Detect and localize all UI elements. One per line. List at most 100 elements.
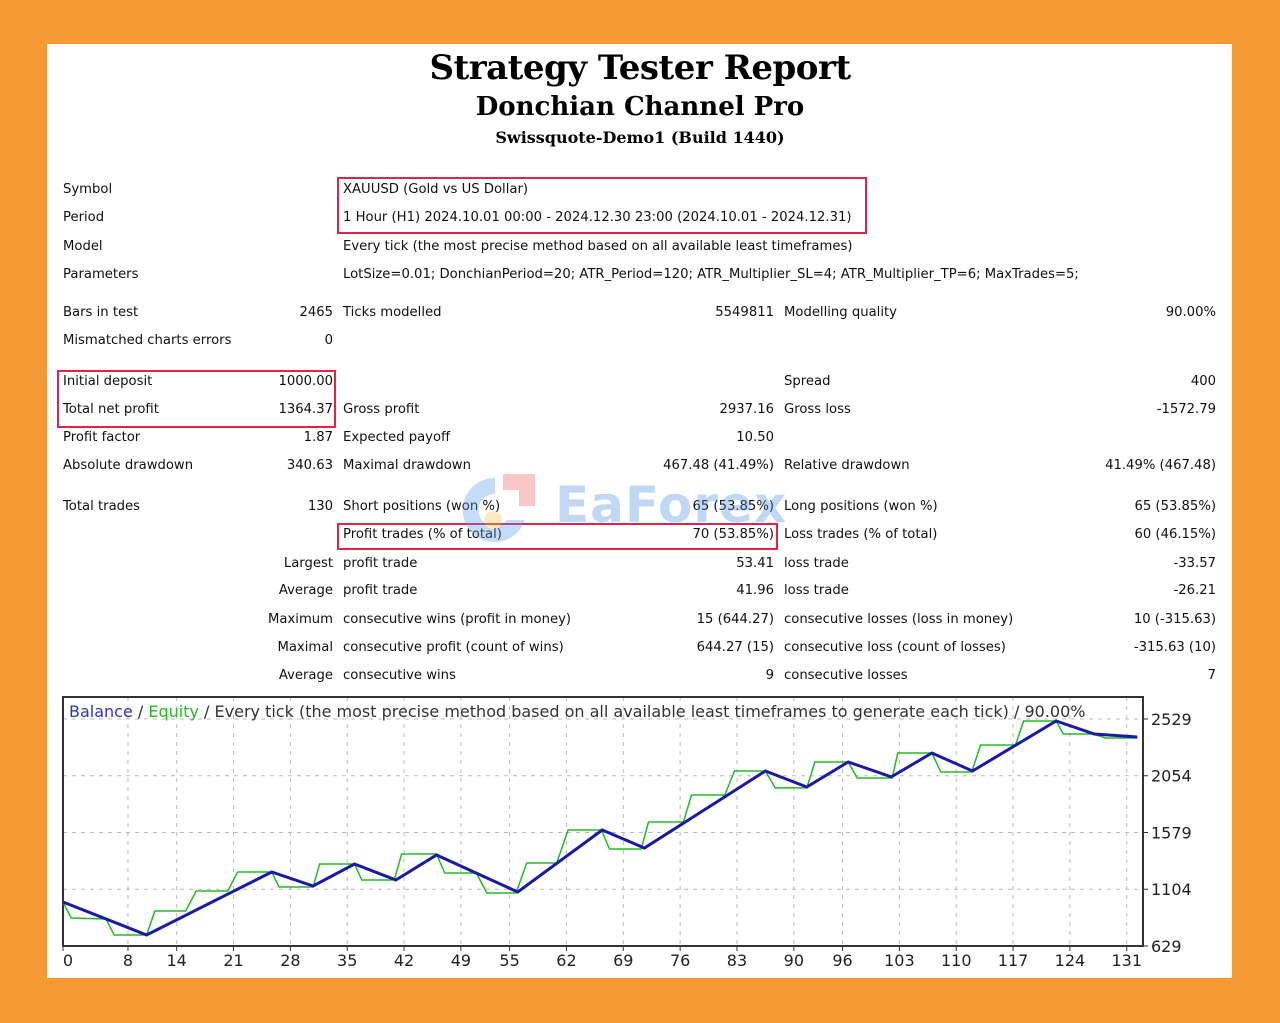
stat-label: Total trades — [63, 499, 141, 514]
stat-label: consecutive wins — [343, 668, 456, 683]
stat-value: 65 (53.85%) — [692, 499, 774, 514]
stat-value: 9 — [765, 668, 774, 683]
stat-value: 90.00% — [1165, 305, 1216, 320]
stat-label: consecutive wins (profit in money) — [343, 612, 572, 627]
stat-value: 1.87 — [303, 430, 333, 445]
report-title: Strategy Tester Report — [429, 48, 851, 88]
stat-value: 53.41 — [736, 556, 774, 571]
x-tick-label: 83 — [727, 951, 747, 970]
highlight-profit-trades — [337, 523, 778, 550]
stat-value: Average — [278, 668, 333, 683]
stat-label: Ticks modelled — [343, 305, 442, 320]
info-value: Every tick (the most precise method base… — [343, 239, 853, 254]
info-value: 1 Hour (H1) 2024.10.01 00:00 - 2024.12.3… — [343, 210, 852, 225]
info-value: LotSize=0.01; DonchianPeriod=20; ATR_Per… — [343, 267, 1079, 282]
stat-label: consecutive profit (count of wins) — [343, 640, 564, 655]
stat-label: Maximal drawdown — [343, 458, 471, 473]
stat-label: Total net profit — [63, 402, 159, 417]
x-tick-label: 90 — [784, 951, 804, 970]
stat-label: Absolute drawdown — [63, 458, 194, 473]
report-panel — [47, 44, 1232, 978]
stat-value: 60 (46.15%) — [1134, 527, 1216, 542]
stat-value: 2465 — [299, 305, 333, 320]
equity-line — [62, 720, 1138, 936]
stat-label: Loss trades (% of total) — [784, 527, 938, 542]
x-tick-label: 96 — [832, 951, 852, 970]
stat-value: 41.49% (467.48) — [1105, 458, 1216, 473]
y-tick-label: 2529 — [1151, 710, 1192, 729]
stat-label: profit trade — [343, 556, 418, 571]
info-label: Model — [63, 239, 103, 254]
x-tick-label: 28 — [280, 951, 300, 970]
stat-label: loss trade — [784, 556, 849, 571]
x-tick-label: 14 — [167, 951, 187, 970]
stat-value: Maximum — [268, 612, 333, 627]
stat-value: 5549811 — [715, 305, 774, 320]
x-tick-label: 62 — [556, 951, 576, 970]
stat-value: 10.50 — [736, 430, 774, 445]
stat-value: Maximal — [277, 640, 333, 655]
stat-value: -33.57 — [1173, 556, 1216, 571]
stat-value: 467.48 (41.49%) — [663, 458, 774, 473]
legend-equity: Equity — [148, 702, 199, 721]
x-tick-label: 103 — [884, 951, 915, 970]
stat-label: Long positions (won %) — [784, 499, 938, 514]
stat-label: Modelling quality — [784, 305, 897, 320]
x-tick-label: 55 — [499, 951, 519, 970]
chart-frame — [62, 696, 1144, 947]
x-tick-label: 69 — [613, 951, 633, 970]
stat-label: Bars in test — [63, 305, 139, 320]
highlight-deposit-profit — [57, 370, 336, 428]
stat-label: Spread — [784, 374, 831, 389]
info-value: XAUUSD (Gold vs US Dollar) — [343, 182, 529, 197]
stat-value: 2937.16 — [719, 402, 774, 417]
x-tick-label: 49 — [451, 951, 471, 970]
stat-value: 15 (644.27) — [696, 612, 774, 627]
chart-title: Balance / Equity / Every tick (the most … — [69, 702, 1086, 721]
server-build: Swissquote-Demo1 (Build 1440) — [495, 128, 785, 147]
y-tick-label: 1579 — [1151, 823, 1192, 842]
stat-label: Expected payoff — [343, 430, 451, 445]
stat-value: 1364.37 — [278, 402, 333, 417]
balance-line — [62, 719, 1138, 937]
stat-value: 7 — [1207, 668, 1216, 683]
x-tick-label: 0 — [63, 951, 73, 970]
stat-value: 400 — [1190, 374, 1216, 389]
x-tick-label: 42 — [394, 951, 414, 970]
stat-label: Relative drawdown — [784, 458, 910, 473]
stat-value: 644.27 (15) — [696, 640, 774, 655]
stat-label: Profit trades (% of total) — [343, 527, 502, 542]
stat-value: 130 — [307, 499, 333, 514]
stat-value: Average — [278, 583, 333, 598]
stat-label: Initial deposit — [63, 374, 153, 389]
x-tick-label: 8 — [123, 951, 133, 970]
x-tick-label: 124 — [1055, 951, 1086, 970]
x-tick-label: 35 — [337, 951, 357, 970]
y-tick-label: 2054 — [1151, 767, 1192, 786]
highlight-symbol-period — [337, 177, 867, 234]
stat-value: 340.63 — [286, 458, 333, 473]
stat-label: loss trade — [784, 583, 849, 598]
stat-label: Gross profit — [343, 402, 420, 417]
stat-value: 70 (53.85%) — [692, 527, 774, 542]
x-tick-label: 117 — [998, 951, 1029, 970]
expert-name: Donchian Channel Pro — [475, 92, 805, 122]
info-label: Parameters — [63, 267, 139, 282]
stat-value: 65 (53.85%) — [1134, 499, 1216, 514]
info-label: Period — [63, 210, 105, 225]
stat-value: -26.21 — [1173, 583, 1216, 598]
x-tick-label: 76 — [670, 951, 690, 970]
info-label: Symbol — [63, 182, 113, 197]
stat-label: consecutive loss (count of losses) — [784, 640, 1006, 655]
y-tick-label: 629 — [1151, 937, 1182, 956]
y-tick-label: 1104 — [1151, 880, 1192, 899]
stat-label: Gross loss — [784, 402, 851, 417]
stat-value: 1000.00 — [278, 374, 333, 389]
stat-value: 41.96 — [736, 583, 774, 598]
x-tick-label: 110 — [941, 951, 972, 970]
stat-label: Profit factor — [63, 430, 141, 445]
stat-value: 10 (-315.63) — [1133, 612, 1216, 627]
chart-subtitle: / Every tick (the most precise method ba… — [199, 702, 1086, 721]
stat-value: -1572.79 — [1156, 402, 1216, 417]
x-tick-label: 21 — [223, 951, 243, 970]
